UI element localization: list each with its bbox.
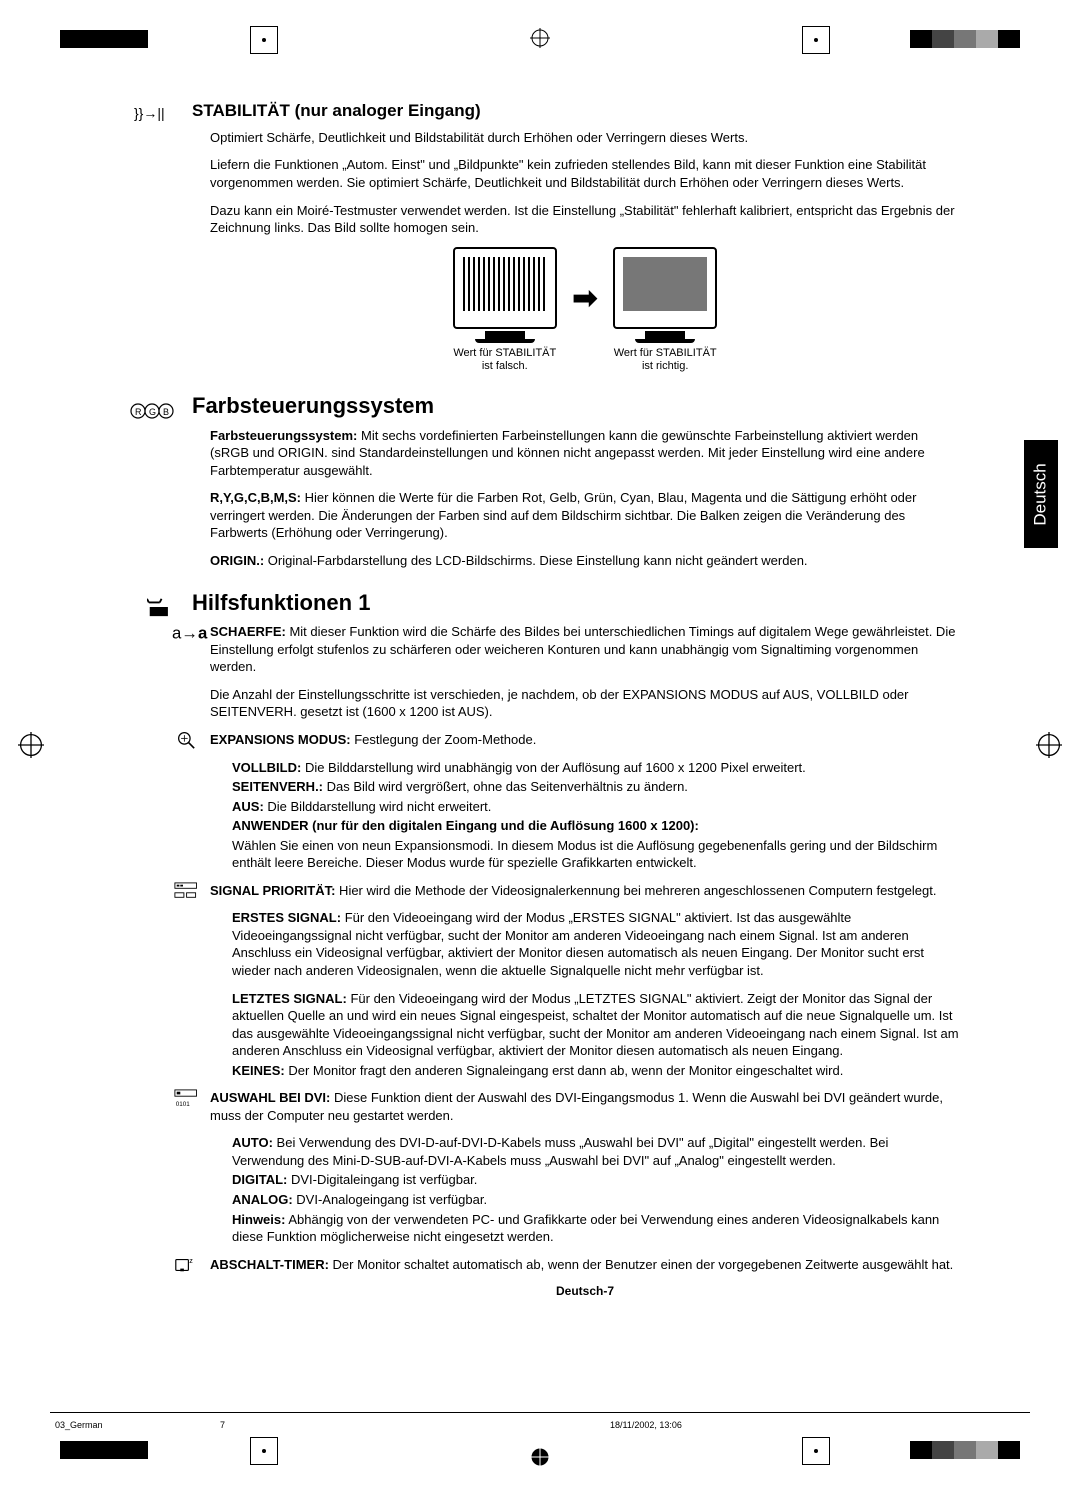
monitor-diagram: Wert für STABILITÄTist falsch. ➡ Wert fü… [210, 247, 960, 373]
footer-rule [50, 1412, 1030, 1413]
registration-bar-bl [60, 1441, 148, 1459]
section-farbsteuerung: RGB Farbsteuerungssystem Farbsteuerungss… [130, 391, 960, 570]
signal-icon [172, 882, 200, 905]
para: Dazu kann ein Moiré-Testmuster verwendet… [210, 202, 960, 237]
manual-page: Deutsch }}→|| STABILITÄT (nur analoger E… [0, 0, 1080, 1489]
monitor-good: Wert für STABILITÄTist richtig. [613, 247, 717, 373]
section-stabilitaet: }}→|| STABILITÄT (nur analoger Eingang) … [130, 100, 960, 373]
para: R,Y,G,C,B,M,S: Hier können die Werte für… [210, 489, 960, 542]
section-title: Farbsteuerungssystem [192, 391, 434, 421]
language-tab: Deutsch [1024, 440, 1058, 548]
registration-box [250, 1437, 278, 1465]
footer-file: 03_German [55, 1419, 103, 1431]
dvi-options: AUTO: Bei Verwendung des DVI-D-auf-DVI-D… [232, 1134, 960, 1245]
monitor-bad: Wert für STABILITÄTist falsch. [453, 247, 557, 373]
dvi-icon: 0101 [172, 1089, 200, 1112]
registration-box [802, 1437, 830, 1465]
crop-mark-top [530, 28, 550, 48]
language-tab-label: Deutsch [1030, 463, 1053, 525]
para: Optimiert Schärfe, Deutlichkeit und Bild… [210, 129, 960, 147]
footer-page: 7 [220, 1419, 225, 1431]
section-title: Hilfsfunktionen 1 [192, 588, 370, 618]
rgb-icon: RGB [130, 401, 178, 421]
zoom-icon [172, 731, 200, 754]
section-title: STABILITÄT (nur analoger Eingang) [192, 100, 481, 123]
registration-box [250, 26, 278, 54]
timer-icon: z [172, 1256, 200, 1279]
para: Farbsteuerungssystem: Mit sechs vordefin… [210, 427, 960, 480]
section-hilfsfunktionen: Hilfsfunktionen 1 a→a SCHAERFE: Mit dies… [130, 588, 960, 1300]
registration-bar-br [910, 1441, 1020, 1459]
svg-text:G: G [149, 407, 156, 417]
para: ORIGIN.: Original-Farbdarstellung des LC… [210, 552, 960, 570]
tools-icon [130, 597, 178, 617]
stability-icon: }}→|| [130, 103, 178, 123]
para-dvi: 0101 AUSWAHL BEI DVI: Diese Funktion die… [210, 1089, 960, 1124]
para-expansion: EXPANSIONS MODUS: Festlegung der Zoom-Me… [210, 731, 960, 749]
svg-text:B: B [163, 407, 169, 417]
svg-text:}}→||: }}→|| [134, 105, 165, 121]
registration-bar-tr [910, 30, 1020, 48]
svg-text:R: R [135, 407, 142, 417]
para-signal: SIGNAL PRIORITÄT: Hier wird die Methode … [210, 882, 960, 900]
svg-text:z: z [190, 1256, 194, 1265]
signal-options: ERSTES SIGNAL: Für den Videoeingang wird… [232, 909, 960, 1079]
para-timer: z ABSCHALT-TIMER: Der Monitor schaltet a… [210, 1256, 960, 1274]
crop-mark-right [1036, 732, 1062, 758]
sharpness-icon: a→a [172, 623, 200, 646]
svg-text:0101: 0101 [176, 1101, 190, 1107]
para: Liefern die Funktionen „Autom. Einst" un… [210, 156, 960, 191]
page-number: Deutsch-7 [210, 1283, 960, 1299]
crop-mark-bottom [530, 1447, 550, 1467]
registration-box [802, 26, 830, 54]
crop-mark-left [18, 732, 44, 758]
svg-text:a→a: a→a [172, 624, 208, 642]
registration-bar-tl [60, 30, 148, 48]
para-schaerfe: a→a SCHAERFE: Mit dieser Funktion wird d… [210, 623, 960, 676]
expansion-options: VOLLBILD: Die Bilddarstellung wird unabh… [232, 759, 960, 872]
arrow-icon: ➡ [572, 279, 597, 320]
para: Die Anzahl der Einstellungsschritte ist … [210, 686, 960, 721]
footer-timestamp: 18/11/2002, 13:06 [610, 1419, 682, 1431]
page-content: }}→|| STABILITÄT (nur analoger Eingang) … [130, 100, 960, 1317]
